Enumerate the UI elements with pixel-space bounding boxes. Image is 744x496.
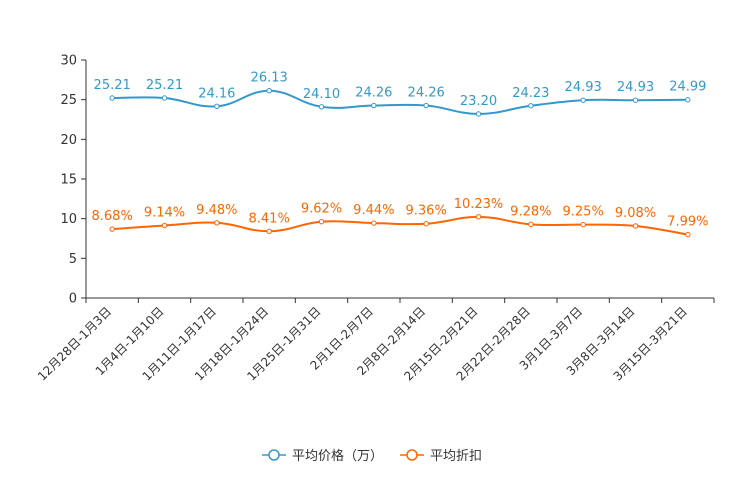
data-point[interactable] xyxy=(266,88,272,94)
data-label: 24.93 xyxy=(565,80,602,95)
data-label: 9.36% xyxy=(406,204,447,219)
data-label: 26.13 xyxy=(251,71,288,86)
data-point[interactable] xyxy=(632,97,639,103)
data-point[interactable] xyxy=(580,221,586,228)
data-label: 9.62% xyxy=(301,202,342,217)
legend-item-1[interactable]: 平均价格（万） xyxy=(262,448,383,464)
data-point[interactable] xyxy=(528,103,534,109)
series-layer: 25.21 25.21 24.16 26.13 24.10 24.26 24.26 23.20… xyxy=(92,71,708,238)
data-label: 25.21 xyxy=(146,78,183,93)
data-point[interactable] xyxy=(475,214,482,220)
data-label: 24.10 xyxy=(303,87,340,102)
data-point[interactable] xyxy=(318,218,325,225)
data-point[interactable] xyxy=(371,220,377,226)
series-line xyxy=(112,215,688,236)
y-axis-ticks: 0 5 10 15 20 25 30 xyxy=(60,54,86,307)
data-point[interactable] xyxy=(685,97,691,103)
data-label: 10.23% xyxy=(454,197,504,212)
data-point[interactable] xyxy=(109,95,115,101)
y-tick-label: 30 xyxy=(60,54,77,69)
data-label: 24.23 xyxy=(512,86,549,101)
y-tick-label: 15 xyxy=(60,173,77,188)
data-label: 9.48% xyxy=(196,203,237,218)
y-tick-label: 5 xyxy=(69,252,77,267)
data-point[interactable] xyxy=(580,97,586,103)
data-point[interactable] xyxy=(109,226,115,232)
data-label: 24.26 xyxy=(355,86,392,101)
legend-label: 平均价格（万） xyxy=(292,448,383,464)
y-tick-label: 20 xyxy=(60,133,77,148)
legend[interactable]: 平均价格（万） 平均折扣 xyxy=(262,448,482,464)
data-label: 23.20 xyxy=(460,94,497,109)
legend-marker xyxy=(268,449,280,461)
legend-label: 平均折扣 xyxy=(430,449,482,464)
data-point[interactable] xyxy=(214,220,220,226)
data-label: 24.93 xyxy=(617,80,654,95)
series-1: 25.21 25.21 24.16 26.13 24.10 24.26 24.26 23.20… xyxy=(94,71,706,117)
data-point[interactable] xyxy=(423,102,429,109)
y-tick-label: 0 xyxy=(69,292,77,307)
y-tick-label: 25 xyxy=(60,93,77,108)
data-point[interactable] xyxy=(685,231,691,238)
data-point[interactable] xyxy=(371,102,377,109)
x-axis-ticks: 12月28日-1月3日1月4日-1月10日1月11日-1月17日1月18日-1月… xyxy=(35,298,715,384)
data-label: 9.14% xyxy=(144,205,185,220)
data-label: 7.99% xyxy=(667,215,708,230)
data-label: 24.99 xyxy=(669,80,706,95)
data-label: 25.21 xyxy=(94,78,131,93)
data-point[interactable] xyxy=(528,221,534,228)
data-label: 9.25% xyxy=(563,205,604,220)
data-point[interactable] xyxy=(214,103,220,110)
data-label: 8.68% xyxy=(92,209,133,224)
data-label: 9.08% xyxy=(615,206,656,221)
data-point[interactable] xyxy=(475,111,482,117)
legend-marker xyxy=(406,449,418,461)
data-label: 8.41% xyxy=(249,211,290,226)
y-tick-label: 10 xyxy=(60,212,77,227)
data-label: 24.26 xyxy=(408,86,445,101)
data-point[interactable] xyxy=(423,221,429,227)
data-point[interactable] xyxy=(318,104,325,110)
series-line xyxy=(112,89,688,115)
series-2: 8.68% 9.14% 9.48% 8.41% 9.62% 9.44% 9.36% 10.23… xyxy=(92,197,708,238)
data-label: 9.28% xyxy=(510,204,551,219)
legend-item-2[interactable]: 平均折扣 xyxy=(400,449,482,464)
data-point[interactable] xyxy=(161,95,168,101)
data-point[interactable] xyxy=(266,228,272,234)
data-point[interactable] xyxy=(161,222,168,229)
data-point[interactable] xyxy=(632,223,639,229)
data-label: 24.16 xyxy=(198,86,235,101)
axes xyxy=(85,60,714,299)
data-label: 9.44% xyxy=(353,203,394,218)
